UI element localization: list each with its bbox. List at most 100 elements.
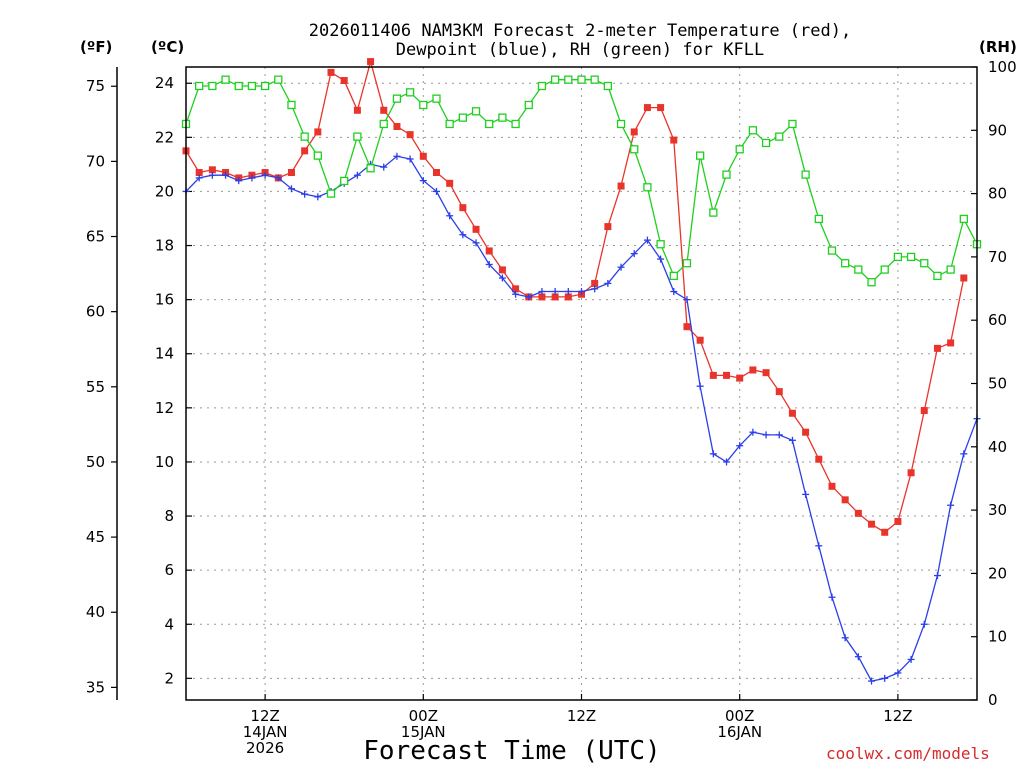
rh-point [195,81,204,91]
dewpoint-point [933,572,941,580]
rh-point [814,214,823,224]
dewpoint-point [749,428,757,436]
rh-point [643,183,652,192]
temperature-point [393,123,401,131]
dewpoint-point [802,490,810,498]
dewpoint-point [775,431,783,439]
dewpoint-point [314,193,322,201]
fahrenheit-tick-label: 60 [86,303,105,321]
temperature-point [683,323,691,331]
fahrenheit-tick-label: 40 [86,603,105,621]
rh-point [498,113,507,122]
temperature-point [933,344,941,352]
dewpoint-point [274,174,282,182]
fahrenheit-tick-label: 55 [86,378,105,396]
fahrenheit-tick-label: 50 [86,453,105,471]
temperature-point [881,528,889,536]
dewpoint-point [881,674,889,682]
temperature-point [380,106,388,114]
rh-tick-label: 10 [988,628,1007,646]
temperature-point [604,223,612,231]
rh-point [366,164,375,173]
dewpoint-point [525,293,533,301]
dewpoint-point [670,288,678,296]
temperature-point [287,169,295,176]
temperature-point [367,58,375,66]
time-tick-label: 12Z [250,707,279,725]
rh-point [432,94,441,103]
rh-tick-label: 30 [988,501,1007,519]
dewpoint-point [736,442,744,450]
dewpoint-point [854,653,862,661]
rh-axis: 0 10 20 30 40 50 60 70 80 90 100 [971,58,1017,709]
temperature-point [736,374,744,382]
temperature-point [564,293,572,301]
rh-point [564,75,573,84]
temperature-point [854,509,862,517]
rh-point [735,145,744,154]
rh-point [775,132,784,141]
rh-point [511,119,520,129]
fahrenheit-tick-label: 45 [86,528,105,546]
temperature-point [208,166,216,174]
rh-point [590,75,599,84]
dewpoint-point [287,185,295,193]
time-tick-label: 00Z [409,707,438,725]
chart-title-line-2: Dewpoint (blue), RH (green) for KFLL [396,40,764,60]
dewpoint-point [920,620,928,628]
rh-point [221,75,230,84]
rh-point [656,240,665,249]
rh-point [880,265,889,274]
dewpoint-point [960,450,968,458]
temperature-point [419,152,427,160]
rh-point [485,119,494,129]
temperature-point [551,293,559,301]
dewpoint-point [195,174,203,182]
series-temperature [182,58,968,536]
rh-point [577,75,586,84]
dewpoint-point [208,171,216,179]
time-tick-label: 15JAN [401,723,446,741]
time-tick-label: 12Z [567,707,596,725]
dewpoint-point [551,288,559,296]
time-tick-label: 00Z [725,707,754,725]
temperature-point [723,371,731,379]
rh-tick-label: 100 [988,58,1017,76]
temperature-point [947,339,955,347]
temperature-point [353,106,361,114]
temperature-point [802,428,810,436]
rh-point [906,252,916,262]
rh-point [946,265,955,274]
rh-point [682,259,692,268]
series-layer [181,58,982,685]
celsius-tick-label: 22 [155,128,174,146]
x-axis-label: Forecast Time (UTC) [363,736,660,766]
temperature-point [340,77,348,85]
temperature-point [762,369,770,377]
dewpoint-point [723,458,731,466]
temperature-point [894,517,902,525]
dewpoint-point [235,177,243,185]
celsius-tick-label: 4 [164,615,174,633]
rh-point [722,170,731,179]
celsius-tick-label: 8 [164,507,174,525]
temperature-point [828,482,836,490]
dewpoint-point [657,255,665,263]
temperature-point [301,147,309,155]
fahrenheit-tick-label: 65 [86,228,105,246]
dewpoint-point [617,263,625,271]
rh-point [247,81,257,91]
rh-tick-label: 0 [988,691,998,709]
dewpoint-point [788,436,796,444]
rh-point [841,259,850,268]
dewpoint-point [841,634,849,642]
rh-point [867,278,876,287]
temperature-point [841,496,849,504]
dewpoint-point [419,177,427,185]
temperature-point [960,274,968,282]
temperature-point [749,366,757,374]
temperature-point [617,182,625,190]
fahrenheit-tick-label: 75 [86,77,105,95]
rh-point [630,145,639,154]
